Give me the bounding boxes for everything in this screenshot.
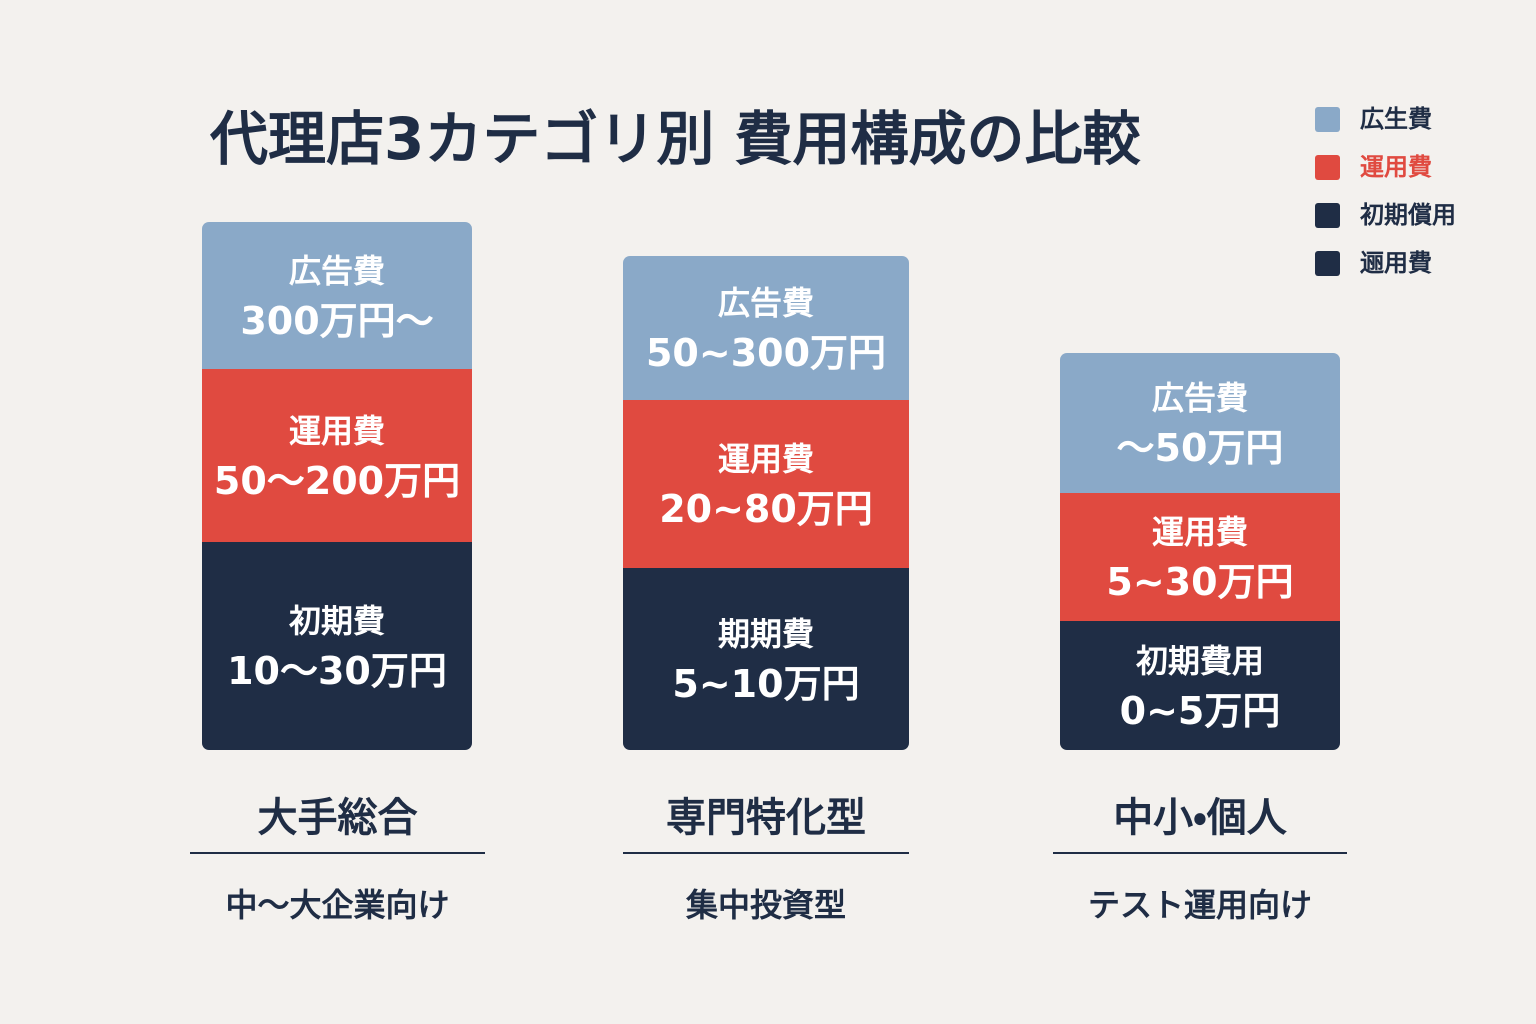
- column-subtitle: 集中投資型: [685, 886, 846, 924]
- column-name: 中小・個人: [1113, 795, 1287, 841]
- divider: [1053, 852, 1347, 854]
- segment-label: 期期費: [717, 615, 814, 653]
- legend-label: 逦用費: [1360, 249, 1432, 277]
- legend-swatch: [1315, 203, 1340, 228]
- column-subtitle: 中〜大企業向け: [225, 886, 450, 924]
- divider: [190, 852, 485, 854]
- segment-label: 広告費: [717, 284, 814, 322]
- segment-amount: 0~5万円: [1119, 688, 1281, 733]
- column-subtitle: テスト運用向け: [1087, 886, 1312, 924]
- cost-stack: 広告費 50~300万円 運用費 20~80万円 期期費 5~10万円: [623, 256, 909, 750]
- segment: 運用費 5~30万円: [1060, 493, 1340, 621]
- legend-swatch: [1315, 155, 1340, 180]
- legend-label: 広生費: [1360, 105, 1432, 133]
- segment-amount: 〜50万円: [1116, 426, 1284, 470]
- segment-amount: 300万円〜: [240, 298, 434, 343]
- segment-amount: 10〜30万円: [227, 649, 447, 693]
- title: 代理店3カテゴリ別 費用構成の比較: [210, 105, 1141, 173]
- segment-amount: 5~10万円: [672, 662, 860, 706]
- segment: 運用費 50〜200万円: [202, 369, 472, 542]
- segment-label: 広告費: [288, 251, 385, 290]
- divider: [623, 852, 909, 854]
- legend-swatch: [1315, 107, 1340, 132]
- cost-stack: 広告費 300万円〜 運用費 50〜200万円 初期費 10〜30万円: [202, 222, 472, 750]
- segment: 広告費〜50万円: [1060, 353, 1340, 493]
- segment-amount: 50~300万円: [645, 331, 887, 375]
- segment-label: 広告費: [1151, 379, 1248, 417]
- segment: 広告費 50~300万円: [623, 256, 909, 400]
- cost-stack: 広告費〜50万円 運用費 5~30万円 初期費用 0~5万円: [1060, 353, 1340, 750]
- segment-label: 初期費: [288, 602, 385, 640]
- segment-amount: 20~80万円: [659, 487, 873, 531]
- segment-label: 運用費: [717, 440, 814, 478]
- segment-amount: 50〜200万円: [213, 458, 461, 503]
- segment: 広告費 300万円〜: [202, 222, 472, 369]
- segment: 初期費用 0~5万円: [1060, 621, 1340, 750]
- column-name: 専門特化型: [666, 795, 866, 841]
- legend-label: 運用費: [1360, 153, 1432, 181]
- segment-label: 初期費用: [1135, 641, 1264, 680]
- segment-label: 運用費: [288, 411, 385, 450]
- segment: 運用費 20~80万円: [623, 400, 909, 568]
- segment-label: 運用費: [1151, 513, 1248, 551]
- legend-swatch: [1315, 251, 1340, 276]
- segment: 初期費 10〜30万円: [202, 542, 472, 750]
- segment: 期期費 5~10万円: [623, 568, 909, 750]
- segment-amount: 5~30万円: [1106, 560, 1294, 604]
- column-name: 大手総合: [257, 795, 418, 841]
- legend-label: 初期償用: [1360, 201, 1456, 229]
